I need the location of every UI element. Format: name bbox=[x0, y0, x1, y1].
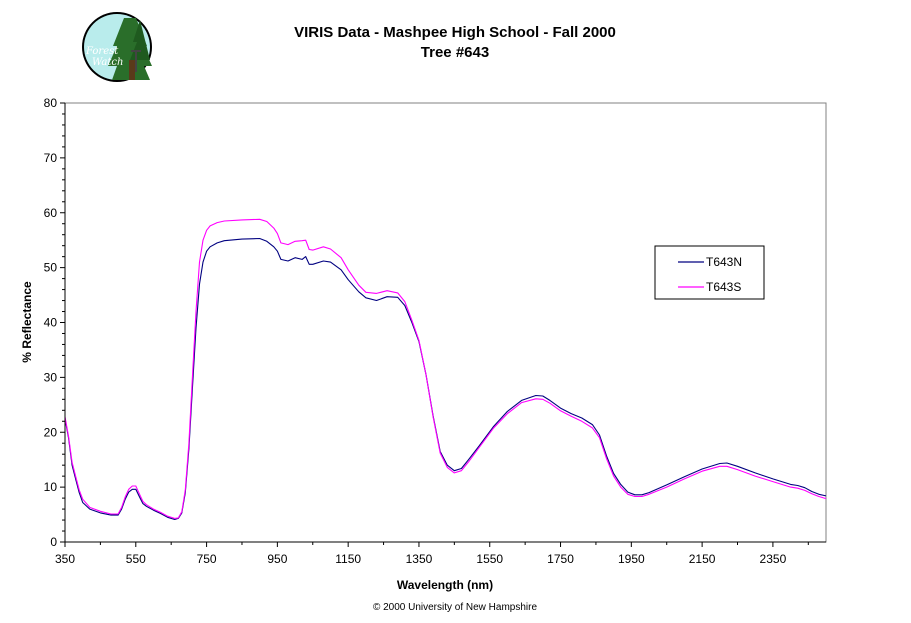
y-tick-label: 50 bbox=[44, 261, 58, 275]
x-tick-label: 1950 bbox=[618, 552, 645, 566]
series-line-t643n bbox=[64, 237, 827, 521]
legend-label-t643s: T643S bbox=[706, 280, 741, 294]
plot-area bbox=[64, 102, 827, 543]
x-tick-label: 550 bbox=[126, 552, 146, 566]
x-tick-label: 1150 bbox=[335, 552, 361, 566]
x-tick-label: 2150 bbox=[689, 552, 716, 566]
y-tick-label: 0 bbox=[50, 535, 57, 549]
copyright-footer: © 2000 University of New Hampshire bbox=[373, 602, 538, 613]
forest-watch-logo: Forest Watch bbox=[82, 12, 152, 82]
x-tick-label: 950 bbox=[267, 552, 287, 566]
y-tick-label: 80 bbox=[44, 96, 58, 110]
x-tick-label: 1350 bbox=[406, 552, 433, 566]
series-lines bbox=[64, 218, 827, 521]
x-tick-label: 750 bbox=[197, 552, 217, 566]
y-tick-label: 10 bbox=[44, 480, 58, 494]
tree-icon bbox=[108, 18, 152, 80]
legend-label-t643n: T643N bbox=[706, 255, 742, 269]
chart-title: VIRIS Data - Mashpee High School - Fall … bbox=[294, 24, 616, 41]
y-tick-label: 40 bbox=[44, 316, 58, 330]
x-tick-label: 350 bbox=[55, 552, 75, 566]
logo-text-watch: Watch bbox=[92, 57, 123, 68]
y-tick-label: 20 bbox=[44, 425, 58, 439]
x-tick-label: 1750 bbox=[547, 552, 574, 566]
legend: T643N T643S bbox=[654, 245, 765, 300]
y-axis-label: % Reflectance bbox=[20, 281, 34, 363]
legend-box bbox=[654, 245, 765, 300]
y-tick-label: 30 bbox=[44, 370, 58, 384]
y-tick-label: 60 bbox=[44, 206, 58, 220]
x-tick-label: 2350 bbox=[760, 552, 787, 566]
logo-text-forest: Forest bbox=[85, 46, 119, 57]
series-line-t643s bbox=[64, 218, 827, 519]
axis-ticks: 0 10 20 30 40 50 60 70 80 350 550 750 950 1150 1350 155… bbox=[44, 96, 809, 566]
x-tick-label: 1550 bbox=[476, 552, 503, 566]
y-tick-label: 70 bbox=[44, 151, 58, 165]
x-axis-label: Wavelength (nm) bbox=[397, 578, 493, 592]
chart-subtitle: Tree #643 bbox=[421, 44, 489, 61]
